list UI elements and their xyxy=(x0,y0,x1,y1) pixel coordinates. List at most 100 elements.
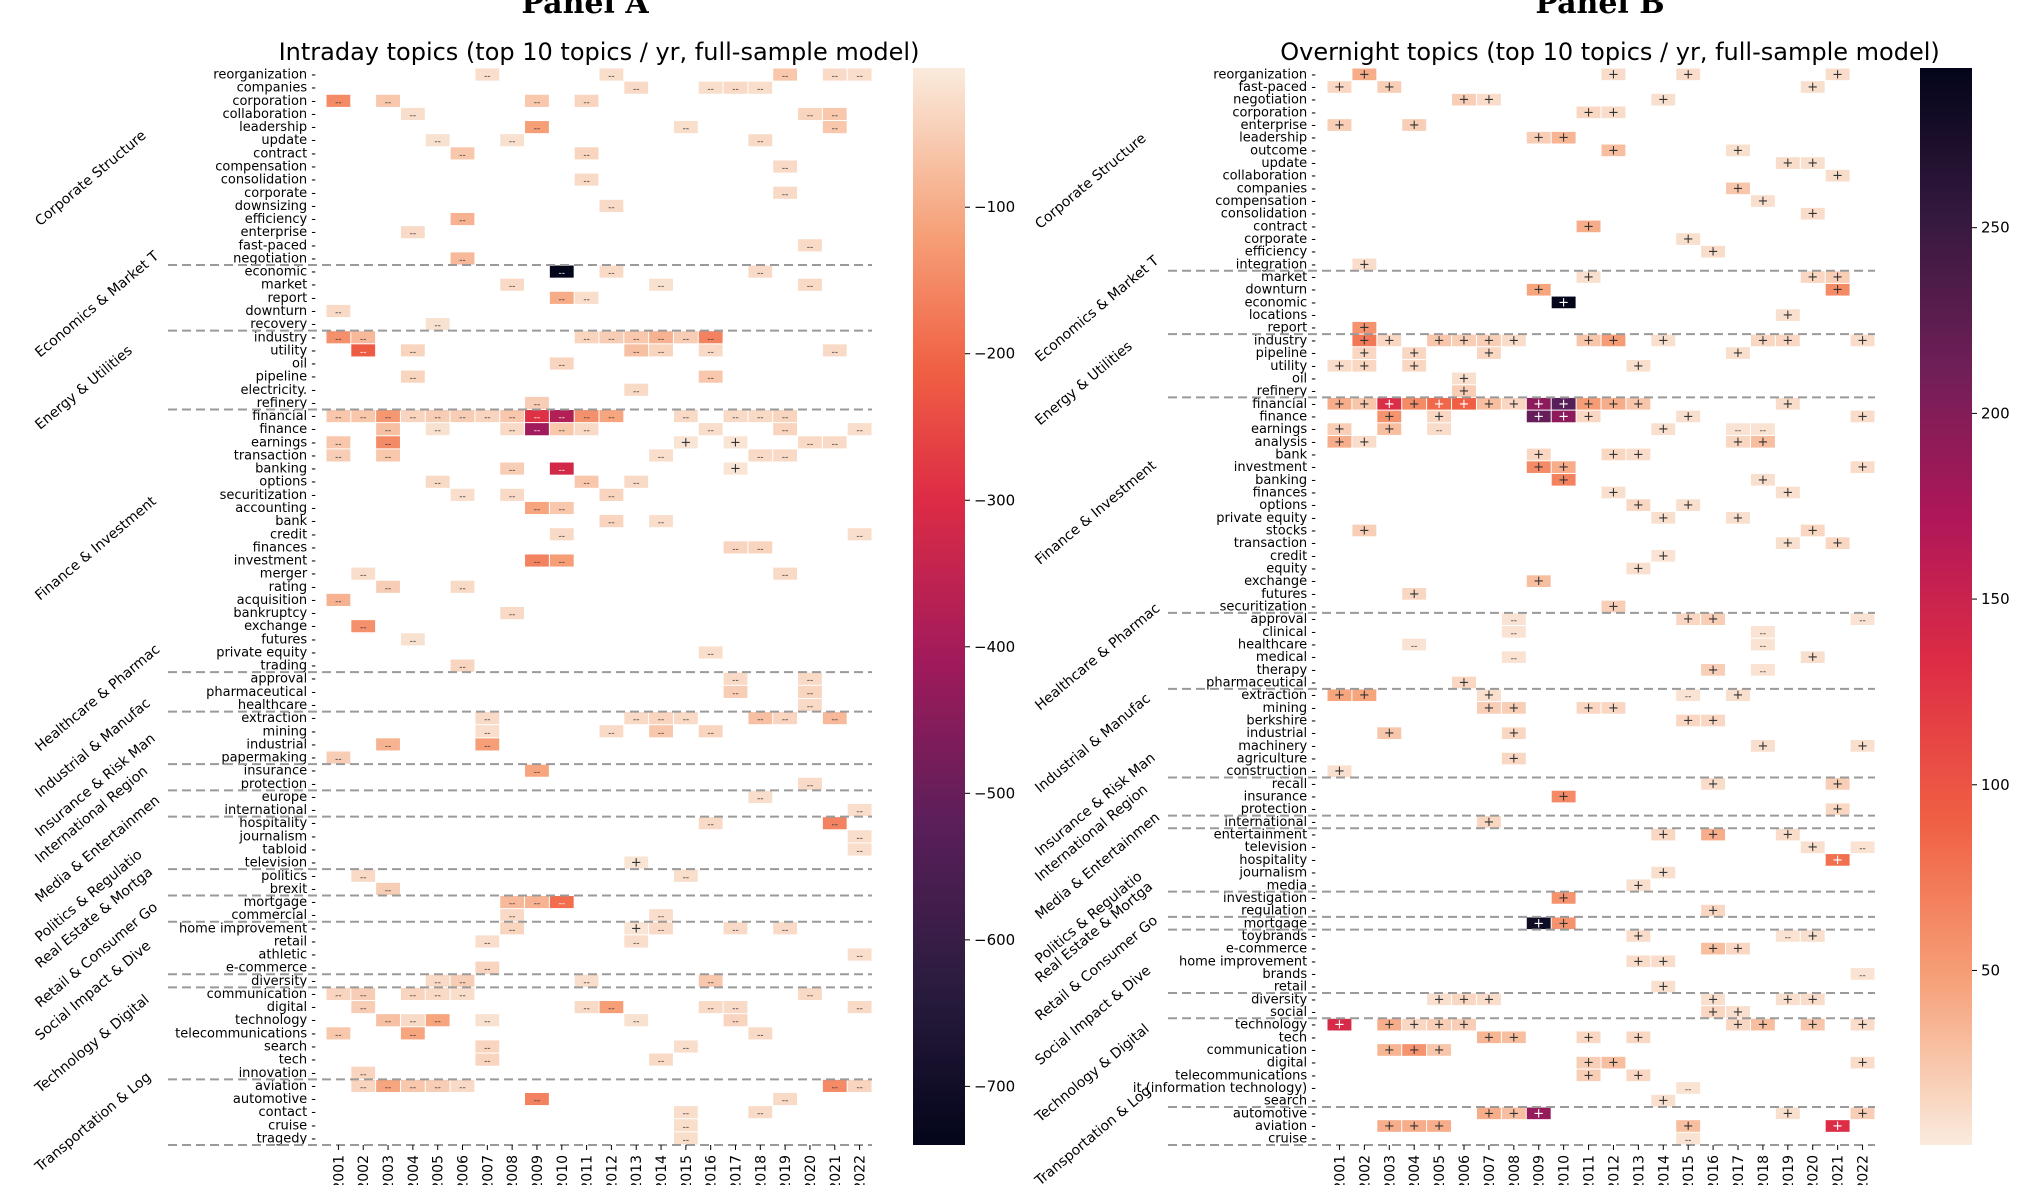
heatmap-cell xyxy=(1402,587,1427,600)
cell-annotation: -- xyxy=(583,150,590,160)
heatmap-cell xyxy=(847,948,872,961)
heatmap-cell xyxy=(1427,397,1452,410)
cell-annotation: -- xyxy=(459,492,466,502)
cell-annotation: -- xyxy=(509,426,516,436)
heatmap-cell xyxy=(500,909,525,922)
heatmap-cell xyxy=(748,409,773,423)
row-label: finance - xyxy=(259,422,316,437)
heatmap-cell xyxy=(723,1001,748,1014)
heatmap-cell xyxy=(450,659,475,672)
row-label: enterprise - xyxy=(1241,118,1317,133)
heatmap-cell xyxy=(1501,613,1526,626)
cell-annotation: + xyxy=(1483,346,1494,361)
cell-annotation: -- xyxy=(633,1017,640,1027)
cell-annotation: + xyxy=(1832,853,1843,868)
heatmap-cell xyxy=(673,712,698,725)
heatmap-cell xyxy=(599,409,624,423)
heatmap-cell xyxy=(376,580,400,593)
cell-annotation: -- xyxy=(757,137,764,147)
cell-annotation: -- xyxy=(583,1004,590,1014)
cell-annotation: -- xyxy=(707,334,714,344)
cell-annotation: -- xyxy=(658,715,665,725)
row-label: healthcare - xyxy=(1238,638,1316,653)
heatmap-cell xyxy=(1626,879,1651,892)
row-label: banking - xyxy=(255,462,316,477)
cell-annotation: -- xyxy=(658,728,665,738)
heatmap-cell xyxy=(822,1079,847,1092)
cell-annotation: -- xyxy=(484,1043,491,1053)
cell-annotation: -- xyxy=(410,229,417,239)
heatmap-cell xyxy=(1676,1082,1701,1094)
cell-annotation: + xyxy=(1583,397,1594,412)
cell-annotation: + xyxy=(1483,688,1494,703)
heatmap-cell xyxy=(1327,435,1352,448)
heatmap-cell xyxy=(549,895,574,909)
cell-annotation: -- xyxy=(583,426,590,436)
heatmap-cell xyxy=(525,121,549,134)
heatmap-cell xyxy=(425,1014,450,1027)
cell-annotation: + xyxy=(1434,409,1445,424)
heatmap-cell xyxy=(1701,904,1726,917)
heatmap-cell xyxy=(1825,1120,1850,1132)
heatmap-cell xyxy=(525,895,549,909)
cell-annotation: -- xyxy=(608,72,615,82)
heatmap-cell xyxy=(748,712,773,725)
cell-annotation: + xyxy=(1558,295,1569,310)
heatmap-cell xyxy=(475,1040,500,1053)
cell-annotation: -- xyxy=(360,1070,367,1080)
x-tick-label: 2018 xyxy=(1756,1155,1772,1185)
row-label: media - xyxy=(1267,878,1317,893)
cell-annotation: + xyxy=(1782,992,1793,1007)
heatmap-cell xyxy=(1775,334,1800,347)
x-tick-label: 2001 xyxy=(1332,1155,1348,1185)
cell-annotation: -- xyxy=(484,715,491,725)
cell-annotation: + xyxy=(1409,359,1420,374)
heatmap-cell xyxy=(376,882,400,895)
heatmap-cell xyxy=(1800,207,1825,220)
cell-annotation: + xyxy=(1683,612,1694,627)
heatmap-cell xyxy=(1501,626,1526,638)
heatmap-cell xyxy=(1377,410,1402,423)
cell-annotation: -- xyxy=(434,479,441,489)
row-label: pharmaceutical - xyxy=(1206,676,1316,691)
heatmap-cell xyxy=(525,409,549,423)
heatmap-cell xyxy=(599,265,624,278)
heatmap-cell xyxy=(475,1014,500,1027)
row-label: industry - xyxy=(254,330,316,345)
cell-annotation: + xyxy=(1459,992,1470,1007)
cell-annotation: -- xyxy=(757,269,764,279)
cell-annotation: -- xyxy=(608,518,615,528)
cell-annotation: -- xyxy=(832,124,839,134)
heatmap-cell xyxy=(773,409,798,423)
cell-annotation: -- xyxy=(484,741,491,751)
heatmap-cell xyxy=(649,922,673,935)
cell-annotation: -- xyxy=(782,715,789,725)
cell-annotation: -- xyxy=(757,715,764,725)
heatmap-cell xyxy=(822,436,847,449)
cell-annotation: + xyxy=(1683,67,1694,82)
colorbar-tick-label: −500 xyxy=(974,784,1015,802)
heatmap-cell xyxy=(525,423,549,436)
cell-annotation: + xyxy=(680,435,691,450)
cell-annotation: -- xyxy=(856,952,863,962)
heatmap-cell xyxy=(500,922,525,935)
row-label: communication - xyxy=(1207,1043,1317,1058)
heatmap-cell xyxy=(425,423,450,436)
row-label: contract - xyxy=(1253,219,1316,234)
cell-annotation: -- xyxy=(732,544,739,554)
heatmap-cell xyxy=(1775,1107,1800,1120)
heatmap-cell xyxy=(326,1027,351,1040)
heatmap-cell xyxy=(1576,106,1601,119)
cell-annotation: -- xyxy=(1760,629,1767,639)
heatmap-cell xyxy=(1327,359,1352,372)
heatmap-cell xyxy=(1651,334,1676,347)
heatmap-cell xyxy=(1850,1056,1875,1069)
heatmap-cell xyxy=(748,134,773,147)
heatmap-cell xyxy=(1676,1120,1701,1132)
heatmap-cell xyxy=(549,501,574,515)
cell-annotation: -- xyxy=(658,347,665,357)
cell-annotation: -- xyxy=(658,334,665,344)
cell-annotation: -- xyxy=(360,1004,367,1014)
heatmap-cell xyxy=(1377,81,1402,93)
cell-annotation: -- xyxy=(658,518,665,528)
